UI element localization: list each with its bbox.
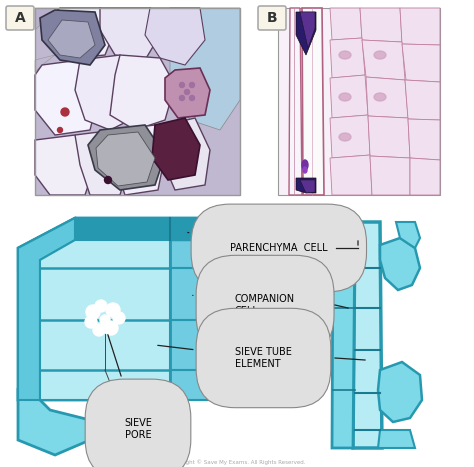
Polygon shape: [380, 238, 420, 290]
Ellipse shape: [303, 167, 307, 173]
Polygon shape: [18, 218, 215, 400]
Polygon shape: [405, 80, 440, 120]
Text: SIEVE
PORE: SIEVE PORE: [108, 335, 152, 439]
Polygon shape: [75, 130, 130, 195]
Polygon shape: [115, 125, 165, 195]
Polygon shape: [35, 60, 100, 135]
Polygon shape: [330, 155, 372, 195]
Polygon shape: [96, 132, 155, 186]
Polygon shape: [368, 116, 410, 158]
Polygon shape: [396, 222, 420, 248]
Polygon shape: [330, 38, 365, 78]
Polygon shape: [408, 119, 440, 160]
Circle shape: [86, 305, 100, 319]
Polygon shape: [48, 8, 115, 58]
Ellipse shape: [339, 133, 351, 141]
Circle shape: [93, 324, 105, 336]
Circle shape: [100, 315, 110, 325]
Polygon shape: [402, 44, 440, 82]
Polygon shape: [40, 10, 105, 65]
Polygon shape: [40, 240, 215, 400]
Text: A: A: [15, 11, 26, 25]
Polygon shape: [330, 75, 368, 118]
Text: Copyright © Save My Exams. All Rights Reserved.: Copyright © Save My Exams. All Rights Re…: [168, 459, 306, 465]
Circle shape: [180, 95, 184, 100]
Circle shape: [57, 127, 63, 133]
Polygon shape: [362, 40, 405, 80]
Polygon shape: [110, 55, 175, 130]
Polygon shape: [18, 218, 215, 270]
Ellipse shape: [339, 51, 351, 59]
FancyBboxPatch shape: [258, 6, 286, 30]
Polygon shape: [296, 178, 316, 193]
Polygon shape: [410, 158, 440, 195]
Polygon shape: [300, 12, 315, 48]
Polygon shape: [152, 118, 200, 180]
Polygon shape: [366, 77, 408, 118]
Polygon shape: [330, 8, 362, 40]
Bar: [278, 8, 440, 195]
Polygon shape: [360, 8, 402, 42]
Circle shape: [85, 316, 97, 328]
Circle shape: [104, 321, 118, 335]
Circle shape: [190, 95, 194, 100]
FancyBboxPatch shape: [6, 6, 34, 30]
Text: COMPANION
CELL: COMPANION CELL: [193, 294, 295, 316]
Bar: [35, 8, 240, 195]
Bar: [35, 8, 240, 195]
Text: SIEVE TUBE
ELEMENT: SIEVE TUBE ELEMENT: [158, 345, 292, 369]
Circle shape: [106, 303, 120, 317]
Text: PARENCHYMA  CELL: PARENCHYMA CELL: [188, 233, 328, 253]
Circle shape: [95, 300, 107, 312]
Circle shape: [61, 108, 69, 116]
Circle shape: [190, 83, 194, 87]
Polygon shape: [353, 222, 382, 448]
Ellipse shape: [339, 93, 351, 101]
Circle shape: [104, 177, 111, 184]
Polygon shape: [170, 8, 240, 130]
Polygon shape: [170, 218, 215, 240]
Text: B: B: [267, 11, 277, 25]
Polygon shape: [378, 362, 422, 422]
Polygon shape: [296, 12, 316, 55]
Polygon shape: [400, 8, 440, 45]
Circle shape: [184, 90, 190, 94]
Polygon shape: [165, 68, 210, 118]
Polygon shape: [75, 55, 145, 130]
Polygon shape: [162, 118, 210, 190]
Polygon shape: [18, 218, 75, 400]
Polygon shape: [300, 180, 315, 193]
Polygon shape: [145, 8, 205, 65]
Ellipse shape: [374, 93, 386, 101]
Polygon shape: [170, 240, 215, 400]
Polygon shape: [370, 156, 410, 195]
Polygon shape: [35, 135, 95, 195]
Ellipse shape: [374, 51, 386, 59]
Polygon shape: [302, 8, 324, 195]
Polygon shape: [289, 8, 302, 195]
Polygon shape: [35, 55, 55, 72]
Polygon shape: [378, 430, 415, 448]
Polygon shape: [18, 390, 90, 455]
Ellipse shape: [302, 160, 308, 170]
Circle shape: [113, 312, 125, 324]
Circle shape: [180, 83, 184, 87]
Polygon shape: [332, 222, 355, 448]
Polygon shape: [35, 8, 60, 30]
Polygon shape: [330, 115, 370, 158]
Polygon shape: [48, 20, 95, 58]
Polygon shape: [100, 8, 160, 60]
Polygon shape: [88, 125, 165, 190]
